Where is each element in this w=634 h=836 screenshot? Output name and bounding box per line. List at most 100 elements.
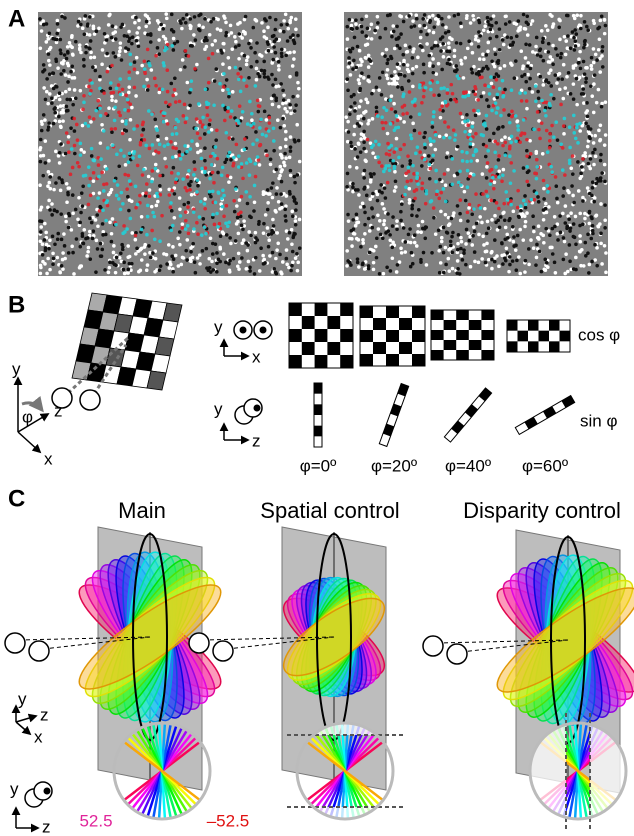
- checker-cell: [340, 303, 353, 316]
- sight-line: [460, 639, 569, 653]
- checker-cell: [443, 340, 457, 350]
- black-dots: [345, 12, 608, 276]
- checker-cell: [528, 320, 539, 331]
- checker-cell: [386, 354, 399, 366]
- sin-label: sin φ: [580, 411, 617, 430]
- checker-cell: [431, 330, 444, 340]
- dial-circle: [295, 721, 395, 821]
- checker-cell: [386, 306, 399, 318]
- checker-cell: [468, 320, 482, 330]
- checker-cell: [431, 310, 444, 320]
- cos-label: cos φ: [578, 325, 620, 344]
- checker-cell: [289, 303, 302, 316]
- pupil: [259, 326, 267, 334]
- angle-label: φ=60º: [522, 456, 568, 475]
- checker-cell: [386, 330, 399, 342]
- checker-cell: [390, 403, 402, 417]
- checker-cell: [481, 330, 494, 340]
- axis-label: y: [18, 689, 27, 708]
- checker-cell: [549, 320, 560, 331]
- sight-line: [42, 636, 151, 650]
- eye: [446, 643, 468, 665]
- angle-label: φ=0º: [300, 456, 337, 475]
- panel-label: C: [8, 485, 25, 512]
- eye: [422, 635, 444, 657]
- checker-cell: [431, 350, 444, 360]
- sight-line: [92, 344, 128, 395]
- axis-label: y: [214, 399, 223, 418]
- checker-cell: [543, 406, 557, 419]
- checker-cell: [528, 341, 539, 352]
- orientation-line: [304, 739, 386, 803]
- checker-cell: [301, 342, 315, 355]
- checker-cell: [456, 330, 469, 340]
- checker-cell: [360, 330, 373, 342]
- checker-cell: [146, 370, 167, 391]
- checker-cell: [507, 341, 518, 352]
- sight-line: [226, 636, 335, 650]
- checker-cell: [360, 306, 373, 318]
- pupil: [239, 326, 247, 334]
- stereogram-background: [344, 12, 608, 276]
- eye: [212, 640, 234, 662]
- checker-cell: [549, 341, 560, 352]
- dial-circle: [112, 721, 212, 821]
- condition-title: Main: [118, 498, 166, 523]
- axis-label: x: [44, 449, 53, 468]
- checker-cell: [412, 330, 425, 342]
- checker-cell: [456, 350, 469, 360]
- eye: [188, 632, 210, 654]
- checker-cell: [478, 387, 492, 402]
- cyan-dots: [69, 43, 276, 243]
- checker-cell: [301, 316, 315, 329]
- angle-label: φ: [22, 407, 33, 426]
- axis-label: x: [34, 727, 43, 746]
- checker-bar: [443, 387, 493, 443]
- checker-cell: [481, 350, 494, 360]
- axis-label: z: [42, 817, 51, 836]
- condition-title: Disparity control: [463, 498, 621, 523]
- angle-arrow: [21, 395, 44, 413]
- checker-cell: [481, 310, 494, 320]
- eye: [51, 387, 73, 409]
- checker-cell: [538, 330, 549, 342]
- checker-cell: [451, 420, 465, 434]
- checker-cell: [517, 330, 528, 342]
- condition-title: Spatial control: [260, 498, 399, 523]
- dial-lines: [297, 723, 393, 819]
- eye: [243, 398, 263, 418]
- checker-bar: [378, 382, 410, 448]
- checker-cell: [507, 320, 518, 331]
- checker-cell: [289, 355, 302, 368]
- checker-cell: [443, 320, 457, 330]
- axis-label: y: [214, 317, 223, 336]
- axis-label: z: [54, 401, 63, 420]
- checker-cell: [327, 342, 341, 355]
- axis-label: z: [252, 431, 261, 450]
- checker-cell: [382, 423, 395, 437]
- axis-label: z: [40, 705, 49, 724]
- checker-cell: [340, 355, 353, 368]
- checker-cell: [314, 404, 322, 415]
- axis-label: x: [252, 347, 261, 366]
- angle-label: φ=40º: [445, 456, 491, 475]
- disc-fans: [4, 526, 634, 794]
- panel-label: B: [8, 291, 25, 318]
- checker-cell: [412, 354, 425, 366]
- angle-label: φ=20º: [371, 456, 417, 475]
- range-label: 52.5: [79, 811, 112, 830]
- checker-cell: [289, 329, 302, 342]
- panel-b: y z x φ y x cos φ y z sin φ φ=0º φ=20º φ…: [12, 292, 620, 475]
- slanted-checkerboard: [71, 292, 183, 391]
- checker-cell: [327, 316, 341, 329]
- axis-label: y: [10, 779, 19, 798]
- checker-cell: [373, 342, 386, 354]
- eye: [79, 389, 101, 411]
- axis-label: y: [12, 359, 21, 378]
- stereograms: [38, 12, 608, 276]
- checker-cell: [456, 310, 469, 320]
- axis: [17, 413, 50, 433]
- checker-cell: [399, 342, 412, 354]
- panel-c: Main Spatial control Disparity control y…: [4, 498, 634, 836]
- eye: [33, 781, 53, 801]
